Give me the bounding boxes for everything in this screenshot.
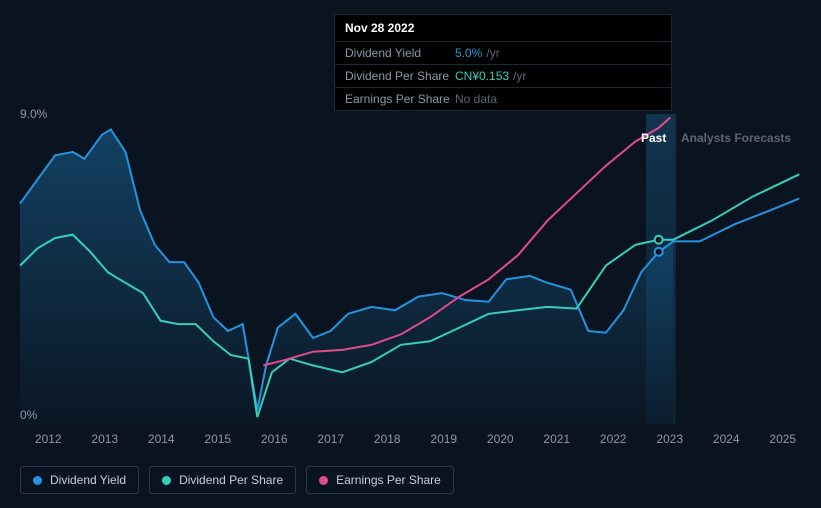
legend-dot-icon xyxy=(162,476,171,485)
x-tick: 2019 xyxy=(416,432,473,446)
dividend-chart: Nov 28 2022 Dividend Yield 5.0% /yr Divi… xyxy=(0,0,821,508)
chart-tooltip: Nov 28 2022 Dividend Yield 5.0% /yr Divi… xyxy=(334,14,672,111)
legend-label: Earnings Per Share xyxy=(336,473,441,487)
tooltip-label: Dividend Per Share xyxy=(345,69,455,83)
tooltip-row-eps: Earnings Per Share No data xyxy=(335,88,671,110)
tooltip-unit: /yr xyxy=(486,46,499,60)
x-tick: 2015 xyxy=(190,432,247,446)
forecast-label: Analysts Forecasts xyxy=(681,131,791,145)
tooltip-date: Nov 28 2022 xyxy=(335,15,671,42)
past-label: Past xyxy=(641,131,666,145)
tooltip-label: Dividend Yield xyxy=(345,46,455,60)
x-axis: 2012201320142015201620172018201920202021… xyxy=(20,432,811,446)
tooltip-row-dy: Dividend Yield 5.0% /yr xyxy=(335,42,671,65)
tooltip-label: Earnings Per Share xyxy=(345,92,455,106)
legend-dot-icon xyxy=(319,476,328,485)
x-tick: 2024 xyxy=(698,432,755,446)
x-tick: 2013 xyxy=(77,432,134,446)
legend-label: Dividend Per Share xyxy=(179,473,283,487)
x-tick: 2023 xyxy=(642,432,699,446)
tooltip-value: No data xyxy=(455,92,497,106)
x-tick: 2017 xyxy=(303,432,360,446)
chart-svg xyxy=(20,114,811,424)
x-tick: 2012 xyxy=(20,432,77,446)
x-tick: 2016 xyxy=(246,432,303,446)
legend-label: Dividend Yield xyxy=(50,473,126,487)
legend-dividend-per-share[interactable]: Dividend Per Share xyxy=(149,466,296,494)
x-tick: 2018 xyxy=(359,432,416,446)
chart-legend: Dividend Yield Dividend Per Share Earnin… xyxy=(20,466,454,494)
x-tick: 2025 xyxy=(755,432,812,446)
tooltip-value: 5.0% xyxy=(455,46,482,60)
legend-dividend-yield[interactable]: Dividend Yield xyxy=(20,466,139,494)
chart-plot-area[interactable] xyxy=(20,114,811,424)
x-tick: 2020 xyxy=(472,432,529,446)
legend-dot-icon xyxy=(33,476,42,485)
tooltip-unit: /yr xyxy=(513,69,526,83)
x-tick: 2021 xyxy=(529,432,586,446)
tooltip-row-dps: Dividend Per Share CN¥0.153 /yr xyxy=(335,65,671,88)
legend-earnings-per-share[interactable]: Earnings Per Share xyxy=(306,466,454,494)
tooltip-value: CN¥0.153 xyxy=(455,69,509,83)
x-tick: 2014 xyxy=(133,432,190,446)
x-tick: 2022 xyxy=(585,432,642,446)
